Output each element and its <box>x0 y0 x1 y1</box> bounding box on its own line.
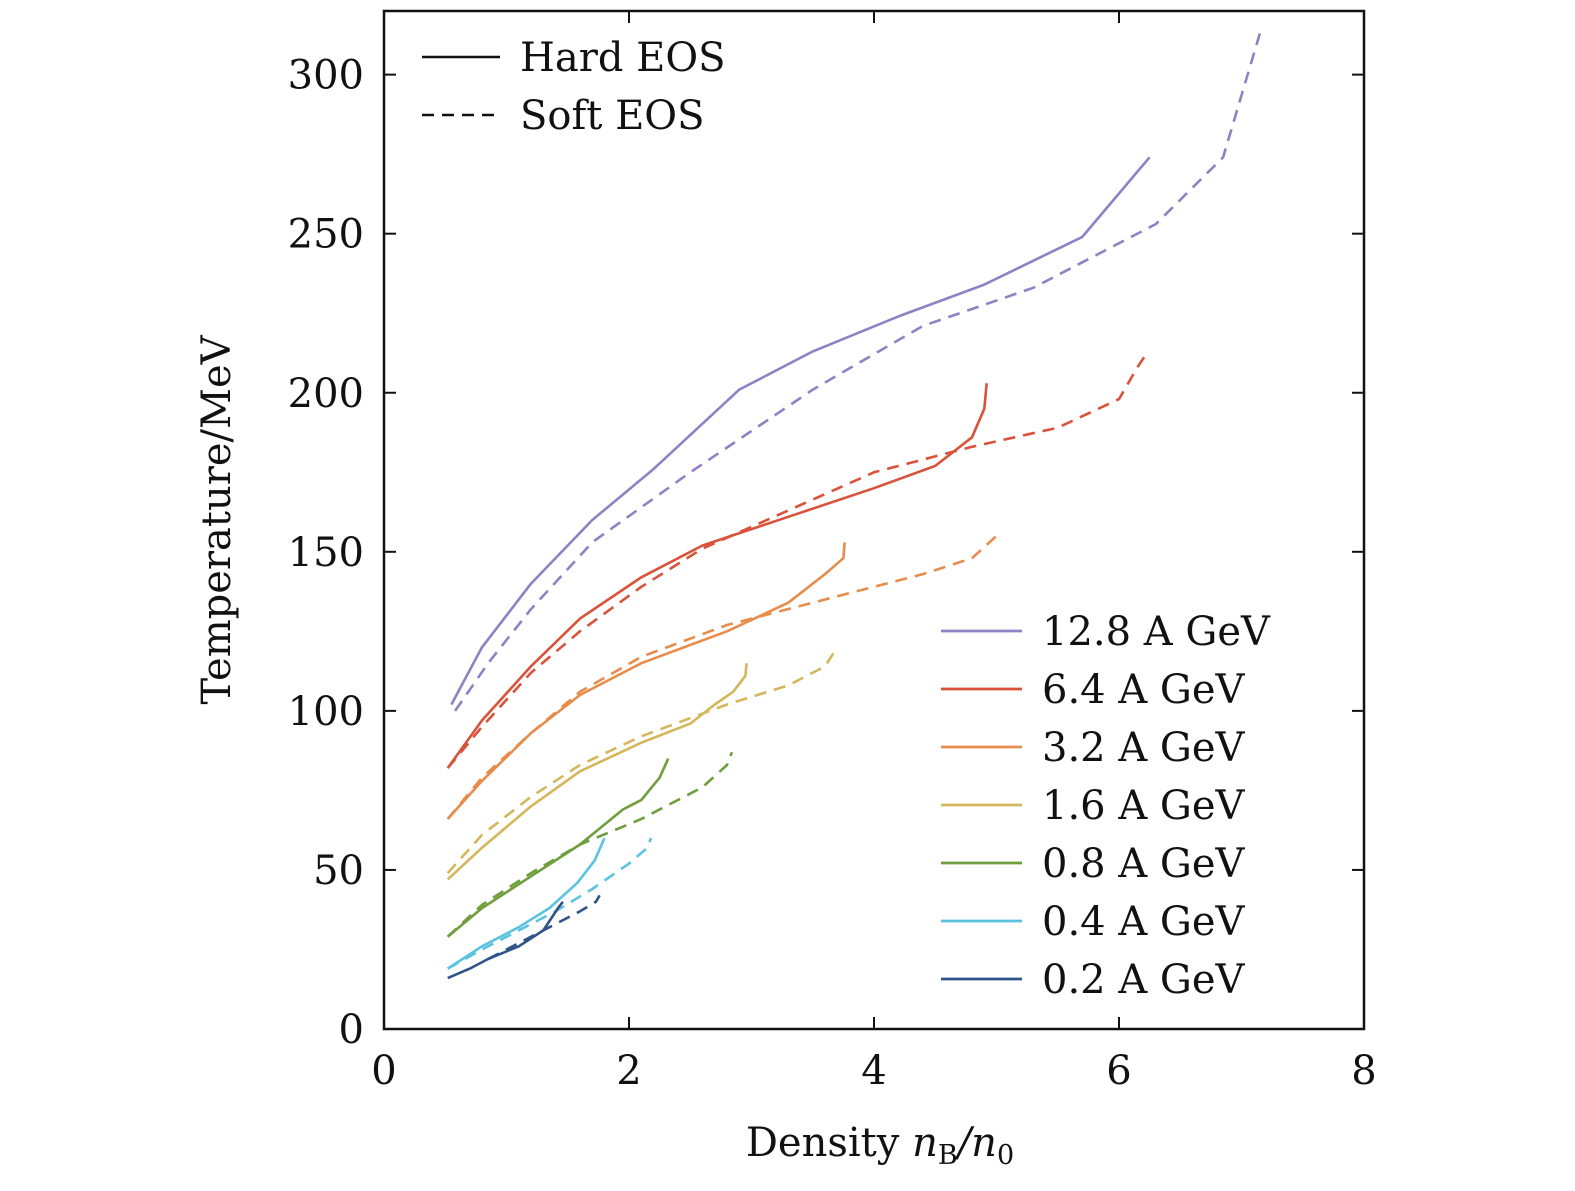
y-tick-label: 50 <box>313 848 364 894</box>
series-0-2-a-gev-soft-eos <box>487 894 601 961</box>
series-0-8-a-gev-hard-eos <box>446 758 670 938</box>
series-12-8-a-gev-soft-eos <box>454 32 1262 712</box>
x-axis-ticks: 0 2 4 6 8 <box>371 11 1377 1094</box>
legend-label-soft-eos: Soft EOS <box>520 93 704 139</box>
series-layer <box>446 32 1262 980</box>
x-tick-label: 8 <box>1351 1048 1376 1094</box>
style-legend: Hard EOS Soft EOS <box>422 35 726 139</box>
legend-label-6-4-a-gev: 6.4 A GeV <box>1042 667 1246 713</box>
series-6-4-a-gev-soft-eos <box>446 353 1147 769</box>
series-3-2-a-gev-soft-eos <box>446 534 998 820</box>
legend-label-0-2-a-gev: 0.2 A GeV <box>1042 957 1246 1003</box>
series-3-2-a-gev-hard-eos <box>446 542 846 820</box>
series-0-4-a-gev-hard-eos <box>446 837 606 970</box>
series-6-4-a-gev-hard-eos <box>446 383 988 769</box>
x-axis-title: Density nB/n0 <box>746 1120 1014 1171</box>
legend-label-0-4-a-gev: 0.4 A GeV <box>1042 899 1246 945</box>
legend-label-3-2-a-gev: 3.2 A GeV <box>1042 725 1246 771</box>
series-0-2-a-gev-hard-eos <box>447 901 564 980</box>
y-axis-title: Temperature/MeV <box>194 334 240 704</box>
y-tick-label: 250 <box>288 212 364 258</box>
legend-label-0-8-a-gev: 0.8 A GeV <box>1042 841 1246 887</box>
x-tick-label: 0 <box>371 1048 396 1094</box>
series-0-4-a-gev-soft-eos <box>447 837 653 970</box>
series-12-8-a-gev-hard-eos <box>450 156 1151 706</box>
series-1-6-a-gev-hard-eos <box>446 663 748 881</box>
legend-label-1-6-a-gev: 1.6 A GeV <box>1042 783 1246 829</box>
legend-label-12-8-a-gev: 12.8 A GeV <box>1042 609 1271 655</box>
x-tick-label: 2 <box>616 1048 641 1094</box>
y-tick-label: 300 <box>288 53 364 99</box>
y-axis-ticks: 0 50 100 150 200 250 300 <box>288 53 1364 1053</box>
x-tick-label: 4 <box>861 1048 886 1094</box>
series-1-6-a-gev-soft-eos <box>446 646 839 874</box>
y-tick-label: 0 <box>339 1007 364 1053</box>
y-tick-label: 200 <box>288 371 364 417</box>
y-tick-label: 150 <box>288 530 364 576</box>
series-0-8-a-gev-soft-eos <box>446 751 734 938</box>
x-tick-label: 6 <box>1106 1048 1131 1094</box>
legend-label-hard-eos: Hard EOS <box>520 35 726 81</box>
y-tick-label: 100 <box>288 689 364 735</box>
energy-legend: 12.8 A GeV 6.4 A GeV 3.2 A GeV 1.6 A GeV 0.8… <box>941 609 1271 1003</box>
